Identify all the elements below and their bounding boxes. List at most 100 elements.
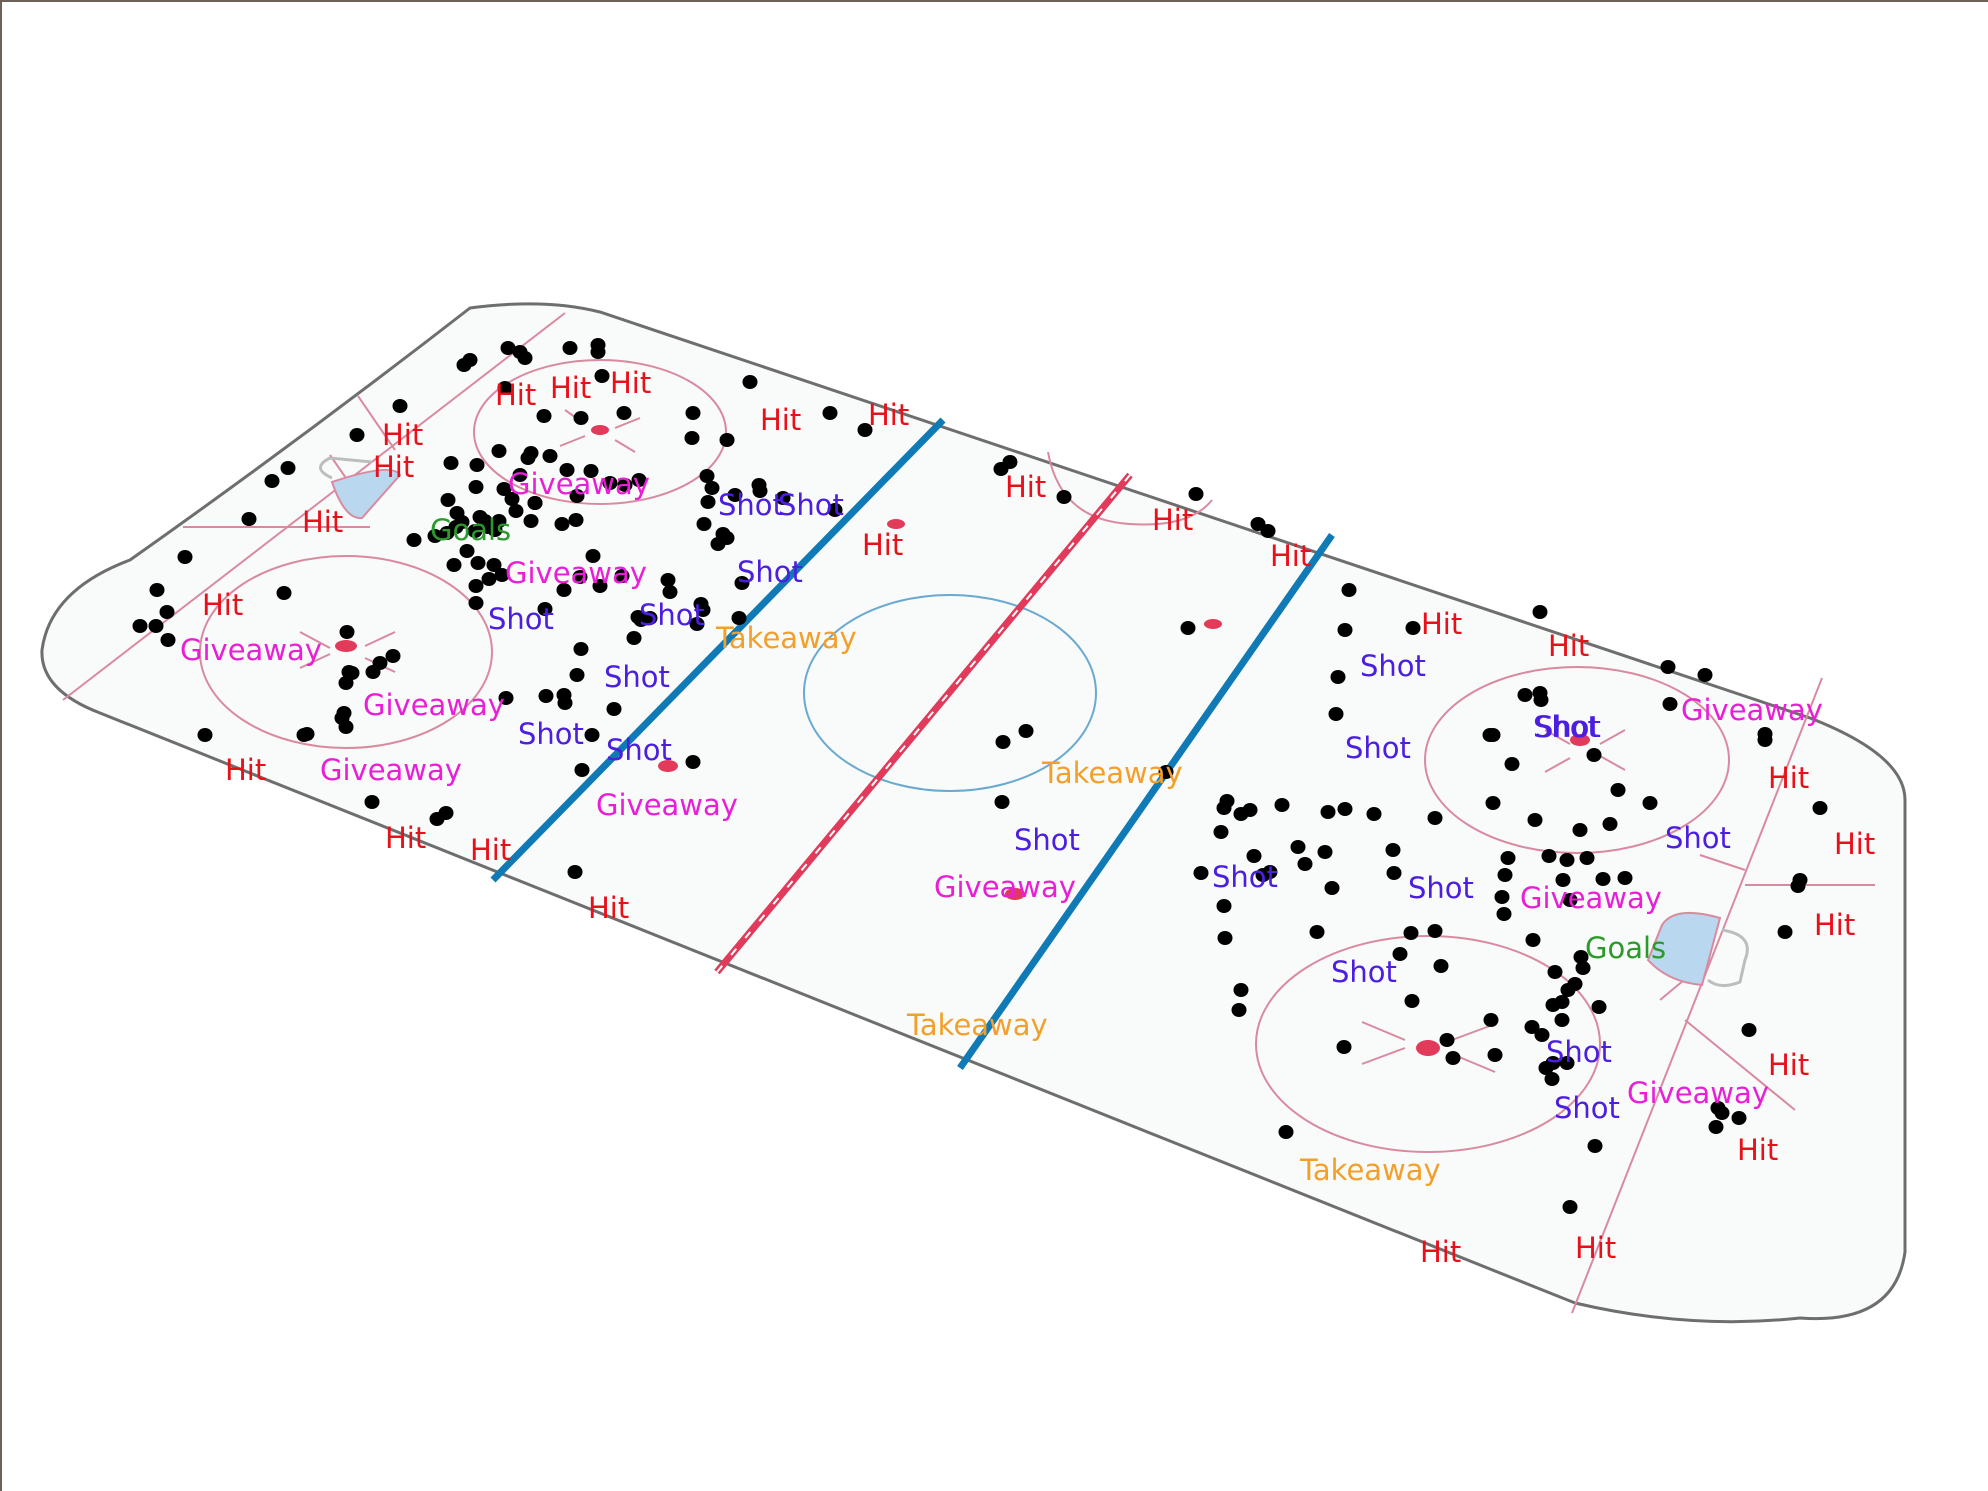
event-dot [427, 529, 443, 543]
event-dot [719, 433, 735, 447]
event-label-hit: Hit [302, 505, 343, 539]
event-dot [334, 711, 350, 725]
event-dot [454, 515, 470, 529]
event-label-shot: Shot [604, 660, 670, 694]
event-label-shot: Shot [1554, 1091, 1620, 1125]
event-dot [1320, 805, 1336, 819]
event-dot [1255, 868, 1271, 882]
event-dot [567, 865, 583, 879]
event-dot [1309, 925, 1325, 939]
event-label-shot: Shot [1331, 955, 1397, 989]
event-dot [372, 656, 388, 670]
event-dot [1330, 670, 1346, 684]
event-dot [494, 568, 510, 582]
event-dot [132, 619, 148, 633]
event-dot [1439, 1033, 1455, 1047]
event-dot [857, 423, 873, 437]
event-dot [1386, 866, 1402, 880]
event-dot [1547, 965, 1563, 979]
event-dot [264, 474, 280, 488]
event-dot [1525, 933, 1541, 947]
event-label-giveaway: Giveaway [508, 467, 650, 501]
event-dot [1591, 1000, 1607, 1014]
event-dot [496, 482, 512, 496]
event-dot [700, 495, 716, 509]
event-dot [344, 666, 360, 680]
event-dot [602, 476, 618, 490]
right-end-lines [1571, 677, 1875, 1314]
event-dot [562, 341, 578, 355]
event-dot [500, 341, 516, 355]
event-dot [1002, 455, 1018, 469]
event-dot [1697, 668, 1713, 682]
event-dot [554, 517, 570, 531]
event-label-hit: Hit [1421, 607, 1462, 641]
event-label-giveaway: Giveaway [320, 753, 462, 787]
event-dot [1217, 931, 1233, 945]
event-dot [1610, 783, 1626, 797]
event-dot [276, 586, 292, 600]
event-dot [614, 569, 630, 583]
event-dot [684, 431, 700, 445]
event-dot [1018, 724, 1034, 738]
event-label-hit: Hit [610, 366, 651, 400]
event-dot [1544, 1072, 1560, 1086]
event-label-hit: Hit [868, 398, 909, 432]
event-dot [727, 488, 743, 502]
red-center-line [714, 472, 1133, 975]
event-dot [822, 406, 838, 420]
event-dot [1741, 1023, 1757, 1037]
event-dot [1297, 857, 1313, 871]
event-dot [438, 806, 454, 820]
event-dot [1524, 1020, 1540, 1034]
event-label-hit: Hit [1834, 827, 1875, 861]
event-label-hit: Hit [225, 753, 266, 787]
event-label-hit: Hit [382, 418, 423, 452]
event-label-shot: Shot [1212, 860, 1278, 894]
event-dot [470, 556, 486, 570]
event-dot [1337, 802, 1353, 816]
event-dot [462, 353, 478, 367]
event-dot [148, 619, 164, 633]
event-dot [1642, 796, 1658, 810]
event-dot [1559, 853, 1575, 867]
event-dot [1662, 697, 1678, 711]
event-dot [1534, 1028, 1550, 1042]
left-goal [319, 456, 402, 520]
event-dot [1246, 849, 1262, 863]
event-dot [1494, 890, 1510, 904]
event-dot [1366, 807, 1382, 821]
event-label-takeaway: Takeaway [1299, 1153, 1441, 1187]
event-label-hit: Hit [1814, 908, 1855, 942]
event-dot [1403, 926, 1419, 940]
event-dot [616, 406, 632, 420]
event-dot [556, 583, 572, 597]
event-dot [696, 517, 712, 531]
event-label-goals: Goals [1585, 931, 1666, 965]
event-dot [1188, 487, 1204, 501]
event-dot [660, 573, 676, 587]
event-dot [569, 489, 585, 503]
event-dot [1260, 524, 1276, 538]
event-label-hit: Hit [385, 821, 426, 855]
event-dot [1404, 994, 1420, 1008]
event-dot [1496, 907, 1512, 921]
event-dot [491, 514, 507, 528]
event-dot [1233, 807, 1249, 821]
event-label-takeaway: Takeaway [715, 621, 857, 655]
event-dot [468, 596, 484, 610]
event-label-hit: Hit [1575, 1231, 1616, 1265]
event-dot [626, 631, 642, 645]
event-label-hit: Hit [470, 833, 511, 867]
event-dot [685, 755, 701, 769]
event-dot [594, 369, 610, 383]
event-dot [685, 406, 701, 420]
event-dot [617, 478, 633, 492]
event-dot [731, 611, 747, 625]
event-label-shot: Shot [1360, 649, 1426, 683]
event-dot [568, 513, 584, 527]
event-dot [693, 597, 709, 611]
event-dot [1056, 490, 1072, 504]
event-dot [1545, 998, 1561, 1012]
